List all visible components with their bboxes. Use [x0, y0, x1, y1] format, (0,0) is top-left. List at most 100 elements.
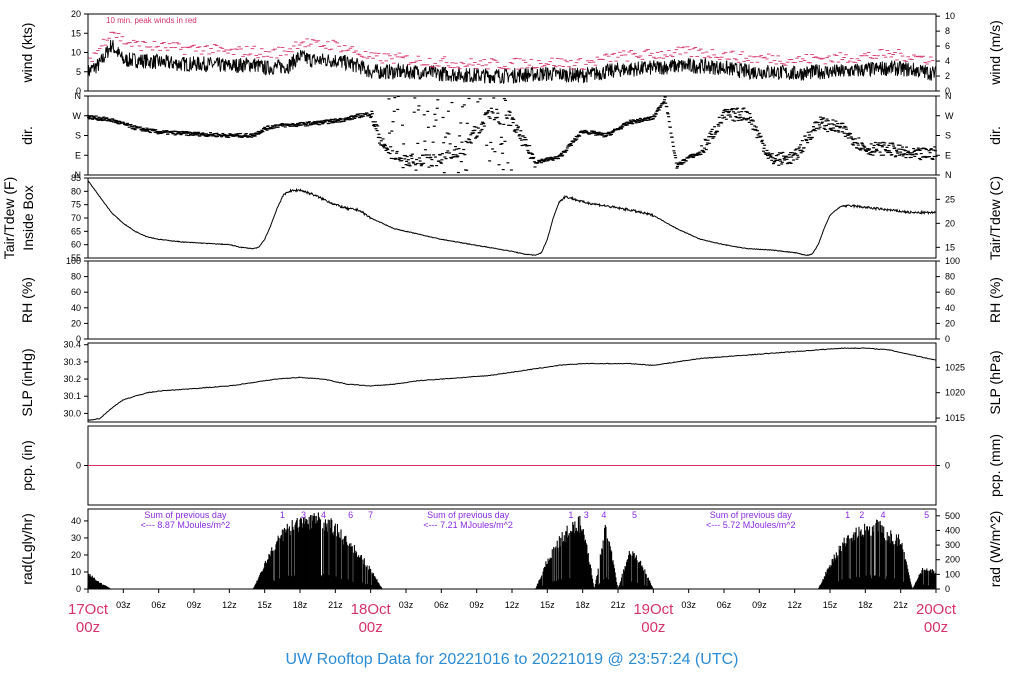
radiation-right-tick-label: 100: [945, 569, 960, 579]
direction-left-tick-label: W: [73, 111, 82, 121]
rh-frame: [87, 260, 937, 340]
radiation-marker: 1: [568, 510, 573, 520]
hour-label: 09z: [752, 600, 767, 610]
direction-right-tick-label: N: [945, 91, 952, 101]
panel-rh: 0 20 40 60 80 100 0 20 40 60 80 100 RH (%) RH (%): [19, 256, 1003, 344]
hour-label: 03z: [399, 600, 414, 610]
radiation-marker: 3: [301, 510, 306, 520]
slp-right-tick-label: 1015: [945, 413, 965, 423]
panel-wind: 0 5 10 15 20 0 2 4 6 8 10 wind (kts) wind (m/s) 10 mi…: [19, 9, 1003, 96]
direction-left-tick-label: N: [75, 91, 82, 101]
radiation-sum-value: <--- 7.21 MJoules/m^2: [423, 520, 513, 530]
wind-right-tick-label: 0: [945, 86, 950, 96]
rh-left-tick-label: 40: [71, 303, 81, 313]
direction-right-tick-label: S: [945, 131, 951, 141]
rh-left-tick-label: 20: [71, 318, 81, 328]
radiation-marker: 4: [601, 510, 606, 520]
hour-label: 21z: [893, 600, 908, 610]
slp-right-tick-label: 1020: [945, 388, 965, 398]
rh-right-tick-label: 60: [945, 287, 955, 297]
hour-label: 06z: [151, 600, 166, 610]
temperature-left-tick-label: 60: [71, 240, 81, 250]
direction-right-tick-label: N: [945, 170, 952, 180]
wind-right-tick-label: 4: [945, 56, 950, 66]
day-marker-date: 18Oct: [351, 601, 392, 618]
radiation-marker: 3: [584, 510, 589, 520]
day-marker-time: 00z: [641, 619, 665, 636]
slp-line: [87, 347, 937, 421]
rh-ylabel-right: RH (%): [987, 277, 1003, 323]
temperature-frame: [87, 177, 937, 259]
slp-left-tick-label: 30.3: [63, 357, 81, 367]
slp-right-tick-label: 1025: [945, 362, 965, 372]
slp-left-tick-label: 30.4: [63, 340, 81, 350]
wind-right-tick-label: 8: [945, 26, 950, 36]
wind-right-tick-label: 6: [945, 41, 950, 51]
radiation-marker: 1: [280, 510, 285, 520]
hour-label: 15z: [823, 600, 838, 610]
radiation-right-tick-label: 500: [945, 511, 960, 521]
precip-ylabel-left: pcp. (in): [19, 440, 35, 491]
rh-right-tick-label: 40: [945, 303, 955, 313]
hour-label: 09z: [469, 600, 484, 610]
direction-left-tick-label: N: [75, 170, 82, 180]
radiation-marker: 6: [348, 510, 353, 520]
hour-label: 18z: [575, 600, 590, 610]
temperature-right-tick-label: 25: [945, 194, 955, 204]
day-marker-date: 19Oct: [633, 601, 674, 618]
hour-label: 03z: [681, 600, 696, 610]
temperature-ylabel-right: Tair/Tdew (C): [987, 176, 1003, 260]
radiation-right-tick-label: 200: [945, 555, 960, 565]
rh-right-tick-label: 0: [945, 334, 950, 344]
temperature-left-tick-label: 80: [71, 186, 81, 196]
hour-label: 12z: [222, 600, 237, 610]
rh-left-tick-label: 60: [71, 287, 81, 297]
direction-right-tick-label: E: [945, 150, 951, 160]
radiation-right-tick-label: 300: [945, 540, 960, 550]
wind-right-tick-label: 2: [945, 71, 950, 81]
wind-ylabel-left: wind (kts): [19, 23, 35, 84]
day-marker-time: 00z: [924, 619, 948, 636]
rh-ylabel-left: RH (%): [19, 277, 35, 323]
wind-left-tick-label: 5: [76, 67, 81, 77]
wind-left-tick-label: 0: [76, 86, 81, 96]
radiation-left-tick-label: 0: [76, 584, 81, 594]
hour-label: 12z: [787, 600, 802, 610]
radiation-ylabel-left: rad(Lgly/hr): [19, 513, 35, 585]
day-marker-date: 20Oct: [916, 601, 957, 618]
radiation-sum-title: Sum of previous day: [427, 510, 510, 520]
precip-ylabel-right: pcp. (mm): [987, 434, 1003, 497]
temperature-left-tick-label: 55: [71, 253, 81, 263]
panel-precip: 0 0 pcp. (in) pcp. (mm): [19, 425, 1003, 506]
precip-right-tick-label: 0: [945, 461, 950, 471]
hour-label: 06z: [434, 600, 449, 610]
radiation-marker: 4: [321, 510, 326, 520]
radiation-ylabel-right: rad (W/m^2): [987, 511, 1003, 588]
direction-left-tick-label: S: [75, 131, 81, 141]
chart-title: UW Rooftop Data for 20221016 to 20221019…: [286, 651, 739, 668]
peak-wind-marks: [88, 31, 935, 70]
wind-speed-line: [87, 39, 936, 85]
slp-frame: [87, 342, 937, 423]
radiation-marker: 2: [859, 510, 864, 520]
radiation-marker: 5: [632, 510, 637, 520]
panel-slp: 30.0 30.1 30.2 30.3 30.4 1015 1020 1025 SLP (inH…: [19, 340, 1003, 423]
wind-left-tick-label: 10: [71, 48, 81, 58]
hour-label: 15z: [257, 600, 272, 610]
hour-label: 21z: [328, 600, 343, 610]
temperature-ylabel-left-2: Inside Box: [20, 185, 36, 250]
slp-left-tick-label: 30.1: [63, 391, 81, 401]
radiation-marker: 1: [845, 510, 850, 520]
radiation-left-tick-label: 30: [71, 533, 81, 543]
temperature-left-tick-label: 65: [71, 226, 81, 236]
radiation-left-tick-label: 40: [71, 516, 81, 526]
rh-right-tick-label: 20: [945, 318, 955, 328]
direction-right-tick-label: W: [945, 111, 954, 121]
temperature-left-tick-label: 75: [71, 200, 81, 210]
radiation-sum-title: Sum of previous day: [710, 510, 793, 520]
radiation-left-tick-label: 20: [71, 550, 81, 560]
